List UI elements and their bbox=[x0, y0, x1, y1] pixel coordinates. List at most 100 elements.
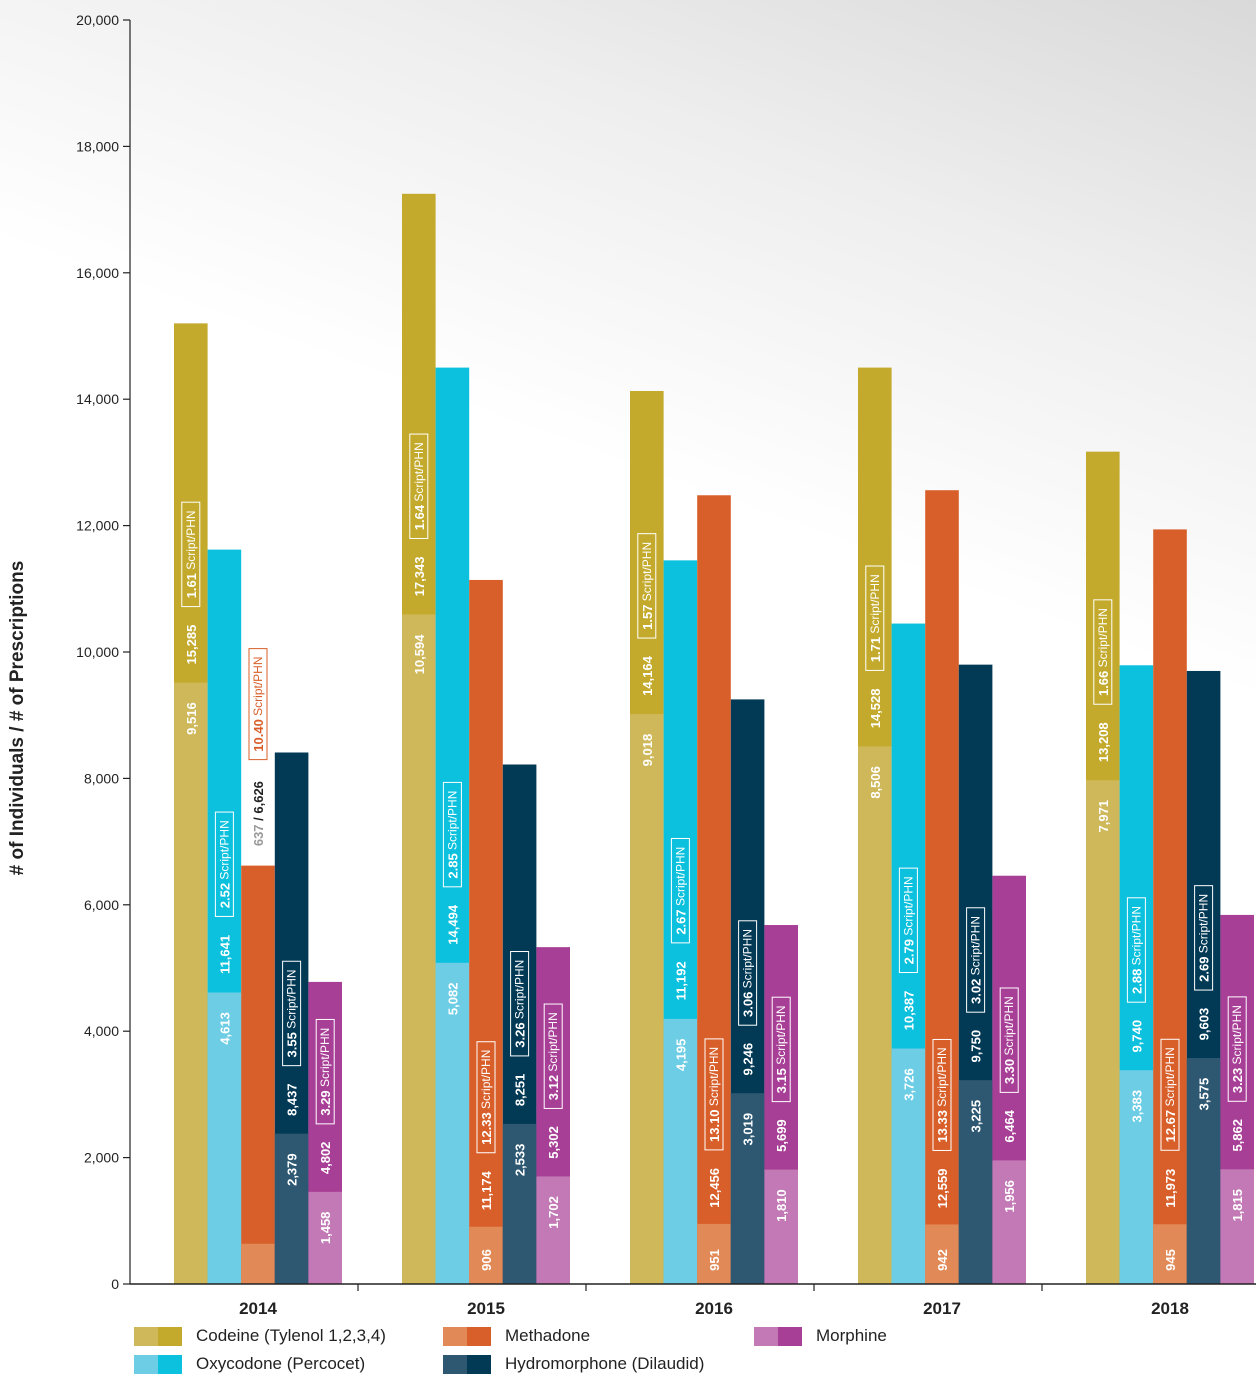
prescriptions-label: 10,387 bbox=[901, 991, 916, 1031]
individuals-label: 2,533 bbox=[512, 1144, 527, 1177]
bar-individuals bbox=[536, 1176, 570, 1284]
y-tick-label: 8,000 bbox=[84, 770, 119, 786]
individuals-label: 10,594 bbox=[411, 634, 426, 675]
bar-individuals bbox=[1153, 1224, 1187, 1284]
legend-item: Hydromorphone (Dilaudid) bbox=[443, 1354, 704, 1374]
bar-individuals bbox=[502, 1123, 537, 1284]
bars: 9,516 15,285 1.61 Script/PHN 4,613 11,641 2.5… bbox=[174, 193, 1254, 1285]
y-tick-label: 12,000 bbox=[76, 518, 119, 534]
bar-individuals bbox=[241, 1243, 275, 1284]
ratio-label: 12.33 Script/PHN bbox=[479, 1050, 494, 1145]
ratio-suffix: Script/PHN bbox=[546, 1012, 560, 1075]
ratio-label: 3.12 Script/PHN bbox=[546, 1012, 561, 1100]
prescriptions-label: 5,699 bbox=[774, 1119, 789, 1152]
ratio-suffix: Script/PHN bbox=[1002, 996, 1016, 1059]
prescriptions-label: 17,343 bbox=[411, 557, 426, 597]
ratio-suffix: Script/PHN bbox=[935, 1047, 949, 1110]
individuals-label: 2,379 bbox=[284, 1153, 299, 1186]
ratio-box bbox=[1194, 885, 1214, 991]
individuals-label: 906 bbox=[479, 1249, 494, 1271]
individuals-label: 942 bbox=[935, 1249, 950, 1271]
bar-prescriptions bbox=[925, 490, 959, 1284]
ratio-box bbox=[704, 1038, 724, 1151]
individuals-label: 3,225 bbox=[968, 1100, 983, 1133]
individuals-label: 3,575 bbox=[1196, 1078, 1211, 1111]
prescriptions-label: 11,973 bbox=[1163, 1169, 1178, 1208]
ratio-box bbox=[1093, 599, 1113, 705]
individuals-label: 10,594 bbox=[411, 634, 426, 675]
prescriptions-label: 9,603 bbox=[1196, 1008, 1211, 1041]
ratio-value: 3.30 bbox=[1002, 1059, 1017, 1084]
ratio-label: 3.06 Script/PHN bbox=[740, 929, 755, 1017]
bar-individuals bbox=[308, 1191, 342, 1284]
bar-label-part: / bbox=[251, 814, 266, 825]
y-axis-label: # of Individuals / # of Prescriptions bbox=[7, 560, 28, 876]
ratio-suffix: Script/PHN bbox=[184, 510, 198, 573]
bar-individuals bbox=[958, 1080, 993, 1284]
ratio-value: 10.40 bbox=[251, 719, 266, 752]
y-axis: 0 2,000 4,000 6,000 8,000 10,000 12,000 14,000 1… bbox=[76, 12, 131, 1292]
ratio-label: 3.26 Script/PHN bbox=[512, 960, 527, 1048]
prescriptions-label: 5,302 bbox=[546, 1126, 561, 1159]
ratio-box bbox=[476, 1041, 496, 1154]
prescriptions-label: 11,641 bbox=[217, 935, 232, 974]
ratio-box bbox=[1126, 897, 1146, 1003]
ratio-suffix: Script/PHN bbox=[217, 820, 231, 883]
individuals-label: 4,195 bbox=[673, 1039, 688, 1072]
prescriptions-label: 9,750 bbox=[968, 1030, 983, 1063]
ratio-value: 2.85 bbox=[445, 853, 460, 878]
bar-individuals bbox=[274, 1133, 309, 1284]
ratio-value: 13.33 bbox=[935, 1110, 950, 1143]
prescriptions-label: 15,285 bbox=[183, 625, 198, 665]
individuals-label: 9,018 bbox=[639, 734, 654, 767]
ratio-suffix: Script/PHN bbox=[901, 876, 915, 939]
individuals-label: 9,018 bbox=[639, 734, 654, 767]
bar-individuals bbox=[925, 1224, 959, 1284]
ratio-label: 2.88 Script/PHN bbox=[1129, 906, 1144, 994]
bar-individuals bbox=[1119, 1070, 1154, 1284]
ratio-suffix: Script/PHN bbox=[251, 656, 265, 719]
bar-individuals bbox=[1086, 780, 1120, 1284]
prescriptions-label: 6,464 bbox=[1002, 1109, 1017, 1142]
legend: Codeine (Tylenol 1,2,3,4) Oxycodone (Perc… bbox=[134, 1326, 1234, 1376]
y-tick-label: 2,000 bbox=[84, 1150, 119, 1166]
prescriptions-label: 9,246 bbox=[740, 1043, 755, 1076]
ratio-value: 2.52 bbox=[217, 883, 232, 908]
prescriptions-label: 12,456 bbox=[707, 1168, 722, 1208]
prescriptions-label: 9,750 bbox=[968, 1030, 983, 1063]
ratio-label: 1.61 Script/PHN bbox=[183, 510, 198, 598]
bar-prescriptions bbox=[241, 865, 275, 1284]
individuals-label: 3,575 bbox=[1196, 1078, 1211, 1111]
ratio-value: 3.02 bbox=[968, 979, 983, 1004]
bar-prescriptions bbox=[469, 579, 503, 1284]
prescriptions-label: 8,251 bbox=[512, 1074, 527, 1107]
ratio-suffix: Script/PHN bbox=[774, 1005, 788, 1068]
y-tick-label: 0 bbox=[111, 1276, 119, 1292]
ratio-value: 3.06 bbox=[740, 992, 755, 1017]
bar-individuals bbox=[435, 962, 470, 1284]
ratio-label: 1.66 Script/PHN bbox=[1095, 608, 1110, 696]
ratio-box bbox=[1160, 1038, 1180, 1151]
individuals-label: 951 bbox=[707, 1249, 722, 1271]
individuals-label: 4,613 bbox=[217, 1012, 232, 1045]
individuals-label: 637 bbox=[251, 824, 266, 846]
ratio-box bbox=[865, 565, 885, 671]
legend-swatch-prescriptions bbox=[467, 1354, 491, 1374]
bar-individuals bbox=[764, 1169, 798, 1284]
prescriptions-label: 9,603 bbox=[1196, 1008, 1211, 1041]
bar-individuals bbox=[858, 746, 892, 1284]
individuals-label: 3,019 bbox=[740, 1113, 755, 1146]
individuals-label: 906 bbox=[479, 1249, 494, 1271]
ratio-box bbox=[543, 1003, 563, 1109]
individuals-label: 8,506 bbox=[867, 766, 882, 799]
ratio-suffix: Script/PHN bbox=[1096, 608, 1110, 671]
ratio-label: 1.64 Script/PHN bbox=[411, 442, 426, 530]
ratio-label: 12.67 Script/PHN bbox=[1163, 1047, 1178, 1142]
individuals-label: 8,506 bbox=[867, 766, 882, 799]
ratio-value: 3.26 bbox=[512, 1022, 527, 1047]
prescriptions-label: 14,528 bbox=[867, 689, 882, 729]
prescriptions-label: 11,192 bbox=[673, 961, 688, 1000]
individuals-label: 1,810 bbox=[774, 1189, 789, 1222]
prescriptions-label: 9,740 bbox=[1129, 1020, 1144, 1053]
